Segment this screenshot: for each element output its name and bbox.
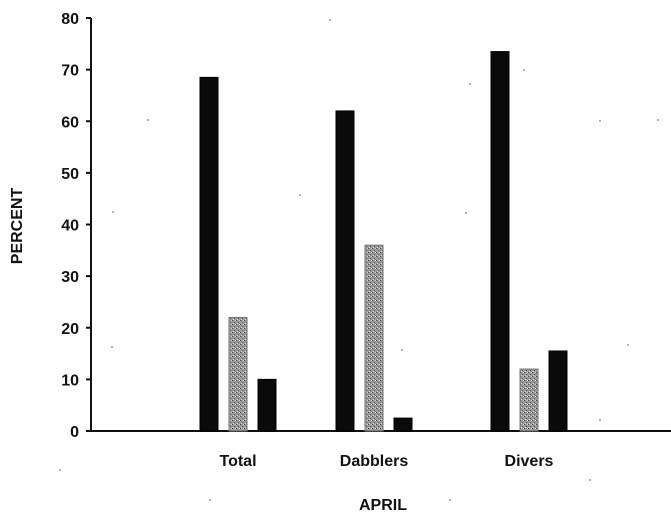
scan-speck	[465, 212, 467, 214]
y-tick-label: 50	[61, 166, 79, 183]
scan-speck	[299, 194, 301, 196]
scan-speck	[449, 499, 451, 501]
y-tick-label: 20	[61, 321, 79, 338]
bar-total-2	[228, 316, 248, 432]
scan-speck	[523, 69, 525, 71]
bar-divers-3	[548, 350, 568, 432]
y-tick-label: 60	[61, 114, 79, 131]
scan-speck	[401, 349, 403, 351]
x-tick-label: Total	[219, 453, 256, 470]
bar-divers-2	[519, 368, 539, 432]
y-tick-label: 0	[70, 424, 79, 441]
scan-speck	[111, 346, 113, 348]
bars	[199, 51, 568, 432]
bar-total-3	[257, 378, 277, 432]
y-axis-title: PERCENT	[9, 188, 26, 265]
bar-total-1	[199, 76, 219, 432]
x-tick-label: Dabblers	[340, 453, 409, 470]
scan-speck	[627, 344, 629, 346]
scan-speck	[59, 469, 61, 471]
scan-speck	[469, 83, 471, 85]
x-axis-title: APRIL	[359, 497, 407, 514]
y-tick-label: 30	[61, 269, 79, 286]
scan-speck	[599, 120, 601, 122]
scan-speck	[329, 19, 331, 21]
y-tick-label: 80	[61, 11, 79, 28]
scan-speck	[599, 419, 601, 421]
scan-speck	[209, 499, 211, 501]
bar-divers-1	[490, 51, 510, 432]
y-tick-label: 10	[61, 372, 79, 389]
bar-dabblers-1	[335, 110, 355, 432]
x-tick-label: Divers	[505, 453, 554, 470]
bar-dabblers-3	[393, 417, 413, 432]
scan-speck	[147, 119, 149, 121]
labels: 0 10 20 30 40 50 60 70 80 Total Dabblers Divers	[61, 11, 553, 470]
y-tick-label: 40	[61, 218, 79, 235]
scan-speck	[657, 119, 659, 121]
y-tick-label: 70	[61, 63, 79, 80]
scan-speck	[112, 211, 114, 213]
bar-dabblers-2	[364, 244, 384, 432]
scan-speck	[589, 479, 591, 481]
